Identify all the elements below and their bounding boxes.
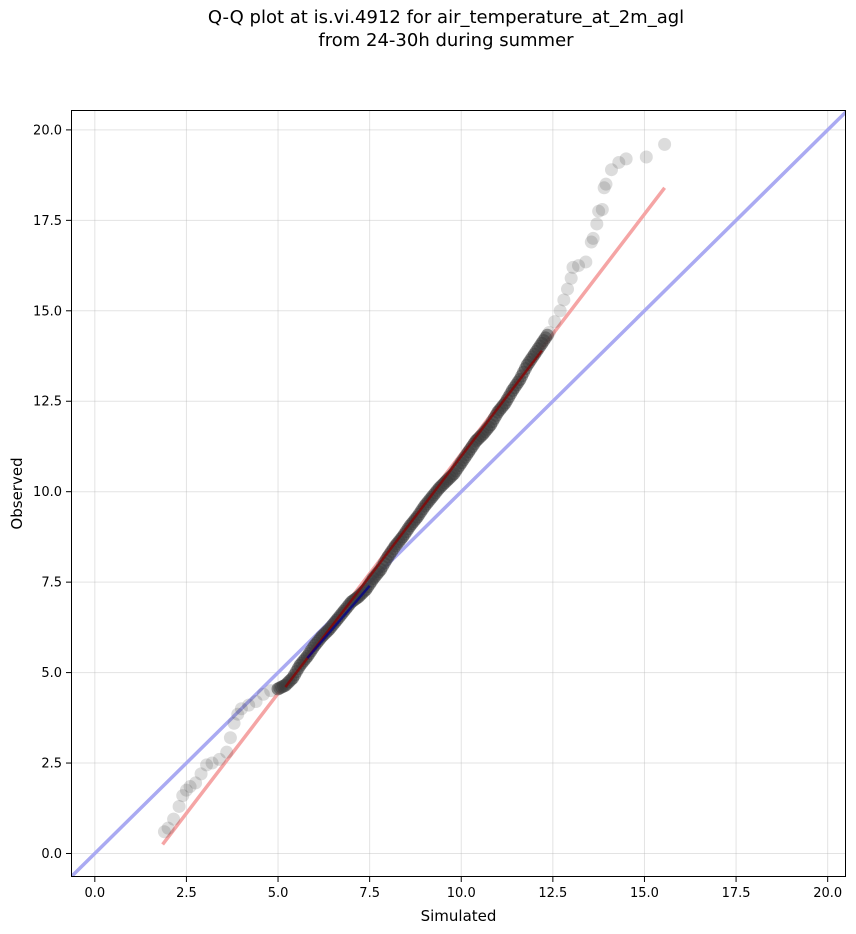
quantile-point — [242, 698, 256, 712]
quantile-point — [658, 137, 672, 151]
quantile-point — [249, 695, 263, 709]
quantile-point — [553, 304, 567, 318]
y-tick-label: 17.5 — [33, 214, 62, 229]
quantile-point — [586, 231, 600, 245]
y-tick-label: 2.5 — [41, 757, 62, 772]
quantile-point — [604, 163, 618, 177]
quantile-point — [179, 783, 193, 797]
quantile-point — [157, 825, 171, 839]
x-tick-label: 20.0 — [813, 886, 842, 901]
quantile-point — [595, 202, 609, 216]
x-axis-label: Simulated — [421, 907, 497, 925]
quantile-point — [172, 799, 186, 813]
identity-line — [71, 110, 846, 877]
reference-lines — [71, 110, 846, 877]
quantile-point — [557, 293, 571, 307]
quantile-point — [161, 821, 175, 835]
quantile-point — [564, 271, 578, 285]
quantile-point — [194, 767, 208, 781]
quantile-point — [256, 687, 270, 701]
y-tick-label: 20.0 — [33, 123, 62, 138]
central-fit-segment — [306, 584, 371, 659]
quantile-point — [566, 260, 580, 274]
x-tick-label: 15.0 — [630, 886, 659, 901]
quantile-point — [223, 731, 237, 745]
plot-frame — [71, 110, 846, 877]
y-tick-label: 0.0 — [41, 847, 62, 862]
quantile-point — [548, 315, 562, 329]
quantile-point — [167, 812, 181, 826]
quantile-point — [599, 177, 613, 191]
x-tick-label: 7.5 — [359, 886, 380, 901]
quantile-point — [639, 150, 653, 164]
quantile-point — [542, 326, 556, 340]
y-tick-label: 10.0 — [33, 485, 62, 500]
y-tick-label: 15.0 — [33, 304, 62, 319]
quantile-point — [612, 155, 626, 169]
x-tick-label: 17.5 — [722, 886, 751, 901]
quantile-point — [619, 152, 633, 166]
grid — [71, 110, 846, 877]
quantile-point — [183, 780, 197, 794]
quantile-point — [572, 259, 586, 273]
quantile-point — [189, 776, 203, 790]
x-tick-label: 12.5 — [538, 886, 567, 901]
quantile-point — [205, 756, 219, 770]
quantile-point — [220, 745, 234, 759]
x-tick-label: 5.0 — [268, 886, 289, 901]
quantile-point — [579, 255, 593, 269]
y-tick-label: 7.5 — [41, 576, 62, 591]
quantile-point — [176, 789, 190, 803]
chart-title-line-1: Q-Q plot at is.vi.4912 for air_temperatu… — [207, 7, 685, 28]
quantile-point — [227, 716, 241, 730]
quantile-point — [212, 752, 226, 766]
quantile-points — [157, 137, 672, 839]
y-axis-label: Observed — [8, 457, 26, 529]
chart-title: Q-Q plot at is.vi.4912 for air_temperatu… — [0, 6, 856, 52]
quantile-point — [540, 328, 554, 342]
quantile-point — [590, 217, 604, 231]
quantile-point — [200, 758, 214, 772]
quantile-point — [592, 204, 606, 218]
quantile-point — [234, 702, 248, 716]
x-tick-label: 2.5 — [176, 886, 197, 901]
axis-ticks: 0.0 2.5 5.0 7.5 10.0 12.5 15.0 17.5 20.0 0.0 2.5 5.… — [33, 123, 842, 901]
y-tick-label: 5.0 — [41, 666, 62, 681]
quantile-point — [561, 282, 575, 296]
chart-title-line-2: from 24-30h during summer — [318, 30, 574, 51]
x-tick-label: 10.0 — [447, 886, 476, 901]
quantile-point — [231, 707, 245, 721]
x-tick-label: 0.0 — [84, 886, 105, 901]
quantile-point — [584, 235, 598, 249]
central-fit-segment — [284, 349, 543, 688]
quantile-point — [597, 181, 611, 195]
y-tick-label: 12.5 — [33, 395, 62, 410]
